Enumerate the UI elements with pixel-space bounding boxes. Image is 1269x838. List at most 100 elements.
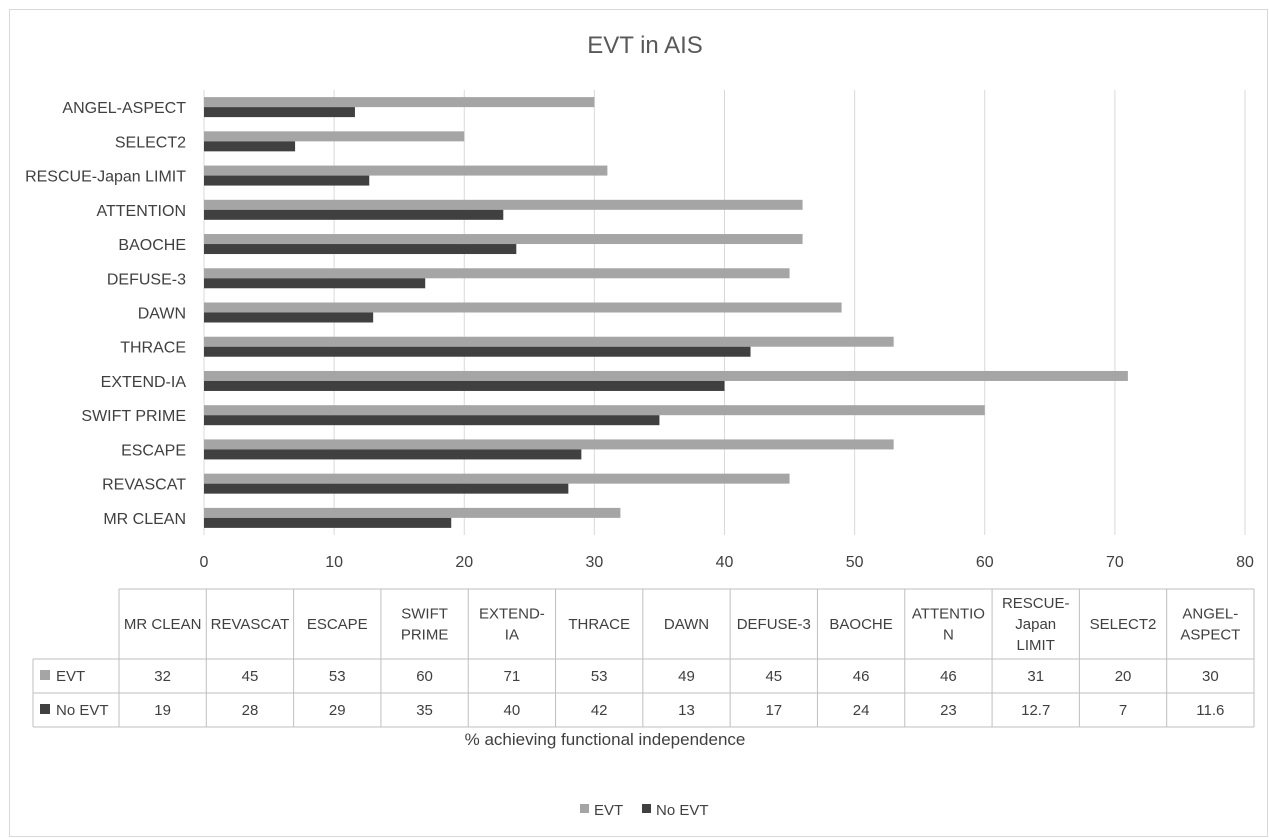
category-label: ESCAPE <box>121 442 186 459</box>
table-value-cell: 53 <box>591 668 608 685</box>
table-header-cell: ATTENTIO <box>912 606 985 623</box>
table-value-cell: 17 <box>765 702 782 719</box>
table-value-cell: 24 <box>853 702 870 719</box>
legend-label: No EVT <box>656 802 709 819</box>
bar-evt <box>204 97 595 108</box>
bar-no-evt <box>204 346 751 357</box>
category-label: DEFUSE-3 <box>107 271 186 288</box>
bar-no-evt <box>204 449 582 460</box>
table-value-cell: 29 <box>329 702 346 719</box>
category-label: THRACE <box>120 340 186 357</box>
bar-evt <box>204 473 790 484</box>
bar-evt <box>204 439 894 450</box>
x-tick-label: 80 <box>1236 554 1254 571</box>
bar-evt <box>204 302 842 313</box>
bar-evt <box>204 165 608 176</box>
x-axis-title: % achieving functional independence <box>465 730 746 749</box>
category-label: MR CLEAN <box>103 511 186 528</box>
table-header-cell: IA <box>505 627 519 644</box>
category-label: EXTEND-IA <box>101 374 187 391</box>
chart-frame <box>9 9 1268 837</box>
table-value-cell: 71 <box>504 668 521 685</box>
category-label: ATTENTION <box>97 203 186 220</box>
table-row-label: No EVT <box>56 702 109 719</box>
bar-evt <box>204 234 803 245</box>
table-value-cell: 60 <box>416 668 433 685</box>
x-tick-label: 10 <box>325 554 343 571</box>
bar-evt <box>204 507 621 518</box>
table-value-cell: 46 <box>853 668 870 685</box>
table-value-cell: 35 <box>416 702 433 719</box>
table-value-cell: 45 <box>765 668 782 685</box>
table-legend-key <box>40 670 50 680</box>
bar-evt <box>204 268 790 279</box>
table-value-cell: 23 <box>940 702 957 719</box>
table-value-cell: 32 <box>154 668 171 685</box>
legend-key <box>642 804 651 813</box>
category-label: BAOCHE <box>118 237 186 254</box>
table-legend-key <box>40 704 50 714</box>
bar-evt <box>204 131 465 142</box>
bar-no-evt <box>204 483 569 494</box>
bar-evt <box>204 370 1128 381</box>
table-value-cell: 49 <box>678 668 695 685</box>
table-value-cell: 12.7 <box>1021 702 1050 719</box>
table-header-cell: SELECT2 <box>1090 616 1157 633</box>
legend-label: EVT <box>594 802 623 819</box>
table-header-cell: BAOCHE <box>829 616 892 633</box>
bar-evt <box>204 336 894 347</box>
table-header-cell: N <box>943 627 954 644</box>
x-tick-label: 40 <box>716 554 734 571</box>
table-value-cell: 46 <box>940 668 957 685</box>
category-label: SWIFT PRIME <box>81 408 186 425</box>
table-header-cell: ESCAPE <box>307 616 368 633</box>
table-header-cell: ASPECT <box>1180 627 1240 644</box>
bar-evt <box>204 199 803 210</box>
table-value-cell: 20 <box>1115 668 1132 685</box>
x-tick-label: 30 <box>585 554 603 571</box>
x-tick-label: 20 <box>455 554 473 571</box>
table-value-cell: 7 <box>1119 702 1127 719</box>
category-labels: MR CLEAN REVASCAT ESCAPE SWIFT PRIME EXTEND-… <box>25 100 186 528</box>
bar-no-evt <box>204 517 452 528</box>
table-header-cell: DAWN <box>664 616 709 633</box>
table-header-cell: EXTEND- <box>479 606 545 623</box>
category-label: SELECT2 <box>115 134 186 151</box>
table-value-cell: 28 <box>242 702 259 719</box>
x-tick-label: 60 <box>976 554 994 571</box>
bars <box>204 97 1128 528</box>
legend: EVT No EVT <box>580 802 709 819</box>
category-label: RESCUE-Japan LIMIT <box>25 169 186 186</box>
table-value-cell: 45 <box>242 668 259 685</box>
data-table: MR CLEAN REVASCAT ESCAPE SWIFT PRIME EXTEND- I… <box>32 588 1255 728</box>
category-label: REVASCAT <box>102 477 186 494</box>
table-header-cell: PRIME <box>401 627 449 644</box>
table-value-cell: 31 <box>1027 668 1044 685</box>
bar-no-evt <box>204 209 504 220</box>
bar-no-evt <box>204 141 296 152</box>
bar-no-evt <box>204 415 660 426</box>
table-header-cell: RESCUE- <box>1002 595 1070 612</box>
table-value-cell: 30 <box>1202 668 1219 685</box>
table-header-cell: DEFUSE-3 <box>737 616 811 633</box>
bar-no-evt <box>204 380 725 391</box>
table-header-cell: SWIFT <box>401 606 448 623</box>
chart-title: EVT in AIS <box>587 32 703 59</box>
bar-evt <box>204 405 985 416</box>
legend-key <box>580 804 589 813</box>
x-tick-label: 50 <box>846 554 864 571</box>
bar-no-evt <box>204 175 370 186</box>
table-header-cell: Japan <box>1015 616 1056 633</box>
x-tick-label: 70 <box>1106 554 1124 571</box>
table-value-cell: 19 <box>154 702 171 719</box>
table-value-cell: 40 <box>504 702 521 719</box>
bar-no-evt <box>204 107 355 118</box>
category-label: DAWN <box>138 306 186 323</box>
table-header-cell: THRACE <box>568 616 630 633</box>
table-value-cell: 42 <box>591 702 608 719</box>
x-tick-label: 0 <box>200 554 209 571</box>
table-row-label: EVT <box>56 668 85 685</box>
table-header-cell: LIMIT <box>1017 637 1055 654</box>
table-header-cell: REVASCAT <box>211 616 290 633</box>
